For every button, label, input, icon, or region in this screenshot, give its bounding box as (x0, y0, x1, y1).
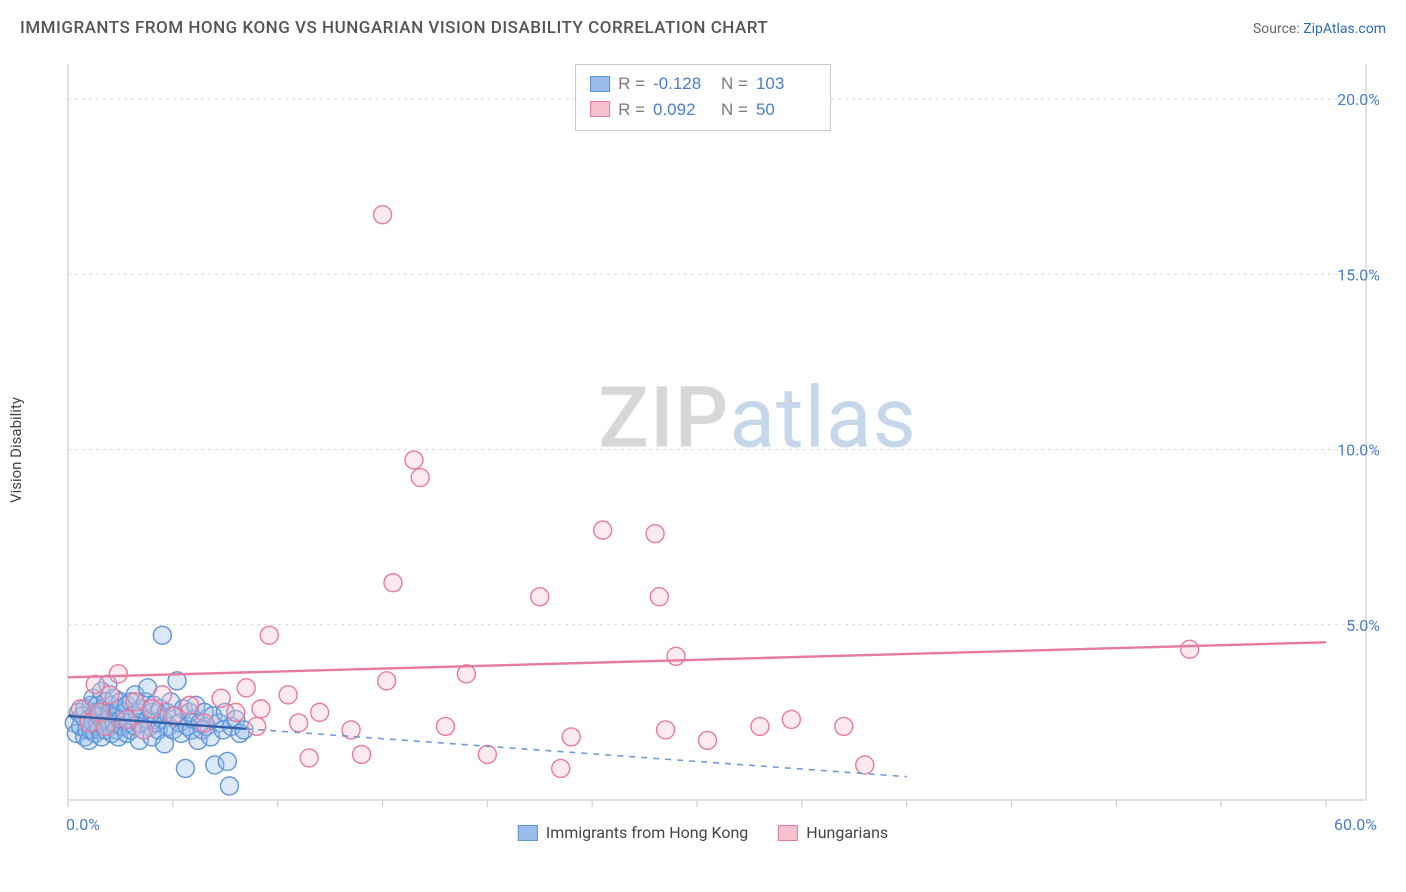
scatter-point (220, 777, 238, 795)
scatter-point (300, 749, 318, 767)
trend-line (68, 642, 1326, 677)
scatter-point (153, 626, 171, 644)
x-tick-label: 60.0% (1334, 815, 1377, 834)
scatter-point (237, 679, 255, 697)
y-tick-label: 5.0% (1346, 616, 1380, 635)
scatter-point (126, 693, 144, 711)
scatter-point (378, 672, 396, 690)
scatter-point (698, 731, 716, 749)
legend-swatch (778, 825, 798, 841)
legend-swatch (518, 825, 538, 841)
scatter-point (374, 206, 392, 224)
x-tick-label: 0.0% (66, 815, 100, 834)
scatter-point (411, 469, 429, 487)
scatter-point (176, 759, 194, 777)
chart-container: Vision Disability 5.0%10.0%15.0%20.0%0.0… (20, 50, 1386, 850)
scatter-point (667, 647, 685, 665)
scatter-point (153, 686, 171, 704)
scatter-point (562, 728, 580, 746)
scatter-point (751, 717, 769, 735)
scatter-point (405, 451, 423, 469)
scatter-point (657, 721, 675, 739)
scatter-point (1181, 640, 1199, 658)
scatter-point (195, 714, 213, 732)
legend-label: Hungarians (806, 823, 888, 842)
scatter-plot: 5.0% 10.0% 15.0% 20.0% 0.0% 60.0% (50, 50, 1386, 850)
scatter-point (552, 759, 570, 777)
scatter-point (650, 588, 668, 606)
scatter-point (436, 717, 454, 735)
scatter-point (856, 756, 874, 774)
source-label: Source: ZipAtlas.com (1253, 21, 1386, 37)
scatter-point (835, 717, 853, 735)
legend-row: R = -0.128N = 103 (590, 71, 816, 97)
scatter-point (181, 696, 199, 714)
scatter-point (646, 525, 664, 543)
legend-item: Immigrants from Hong Kong (518, 823, 748, 842)
scatter-point (279, 686, 297, 704)
scatter-point (252, 700, 270, 718)
source-link[interactable]: ZipAtlas.com (1303, 21, 1386, 37)
scatter-point (478, 745, 496, 763)
legend-item: Hungarians (778, 823, 888, 842)
legend-row: R = 0.092N = 50 (590, 97, 816, 123)
scatter-point (290, 714, 308, 732)
legend-swatch (590, 76, 610, 92)
scatter-point (134, 721, 152, 739)
scatter-point (109, 665, 127, 683)
scatter-point (227, 703, 245, 721)
scatter-point (594, 521, 612, 539)
series-legend: Immigrants from Hong Kong Hungarians (518, 823, 888, 842)
legend-swatch (590, 101, 610, 117)
y-tick-label: 15.0% (1337, 265, 1380, 284)
scatter-point (248, 717, 266, 735)
correlation-legend: R = -0.128N = 103R = 0.092N = 50 (575, 64, 831, 131)
y-axis-label: Vision Disability (7, 397, 25, 503)
scatter-point (782, 710, 800, 728)
scatter-point (384, 574, 402, 592)
scatter-point (218, 752, 236, 770)
scatter-point (531, 588, 549, 606)
scatter-point (311, 703, 329, 721)
scatter-point (353, 745, 371, 763)
scatter-point (101, 686, 119, 704)
y-tick-label: 20.0% (1337, 90, 1380, 109)
scatter-point (260, 626, 278, 644)
chart-title: IMMIGRANTS FROM HONG KONG VS HUNGARIAN V… (20, 18, 768, 38)
scatter-point (212, 689, 230, 707)
y-tick-label: 10.0% (1337, 441, 1380, 460)
legend-label: Immigrants from Hong Kong (546, 823, 748, 842)
